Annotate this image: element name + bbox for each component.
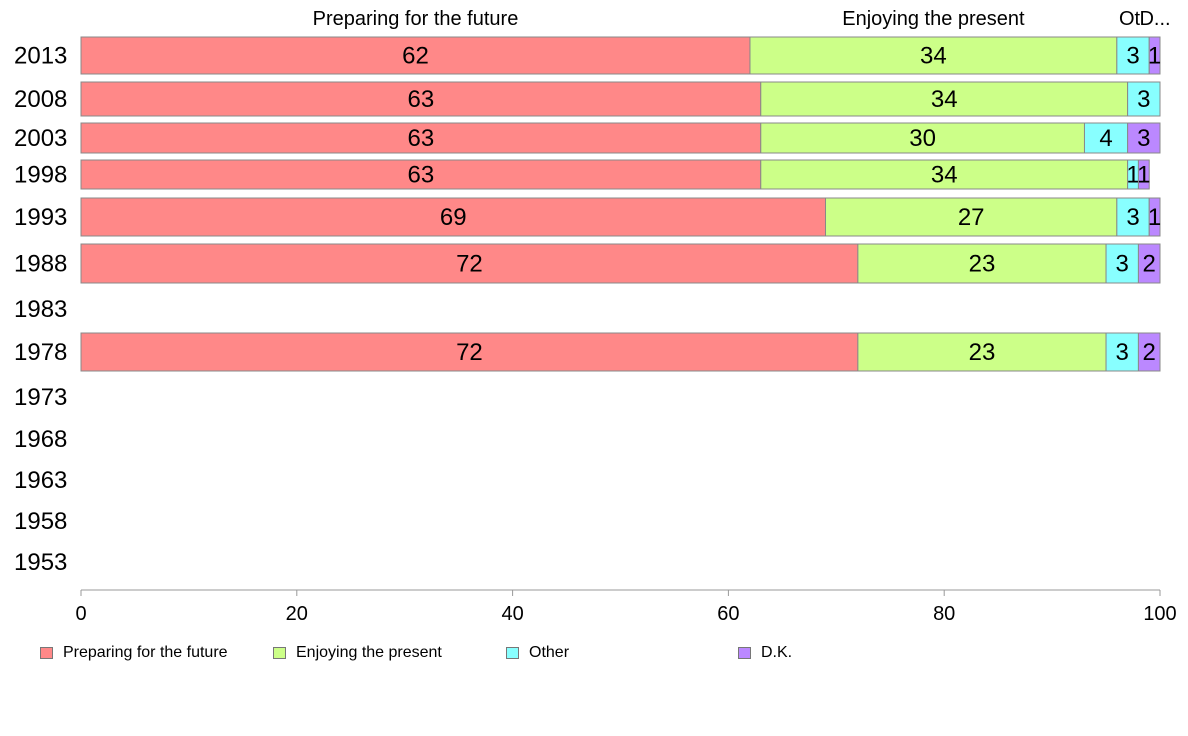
data-label-2013-series-2: 3 bbox=[1126, 43, 1139, 70]
data-label-1993-series-3: 1 bbox=[1148, 204, 1161, 231]
bar-2003-series-0 bbox=[80, 122, 762, 154]
data-label-1988-series-0: 72 bbox=[456, 251, 483, 278]
legend-item-other: Other bbox=[506, 643, 569, 663]
x-tick-label-20: 20 bbox=[286, 603, 308, 625]
year-label-1968: 1968 bbox=[14, 426, 67, 453]
legend-swatch-dk bbox=[738, 647, 751, 659]
column-header-0: Preparing for the future bbox=[313, 8, 519, 30]
bar-1998-series-1 bbox=[760, 159, 1129, 190]
data-label-1978-series-3: 2 bbox=[1143, 339, 1156, 366]
data-label-1988-series-3: 2 bbox=[1143, 251, 1156, 278]
data-label-1998-series-0: 63 bbox=[408, 162, 435, 189]
data-label-1988-series-2: 3 bbox=[1116, 251, 1129, 278]
year-label-1978: 1978 bbox=[14, 339, 67, 366]
year-label-1983: 1983 bbox=[14, 296, 67, 323]
bar-1998-series-0 bbox=[80, 159, 762, 190]
legend-label-enjoying: Enjoying the present bbox=[296, 644, 442, 661]
year-labels: 2013 2008 2003 1998 1993 1988 1983 1978 1973 1968… bbox=[14, 43, 67, 577]
year-label-1958: 1958 bbox=[14, 508, 67, 535]
bar-1978-series-0 bbox=[80, 332, 859, 372]
bar-2003-series-1 bbox=[760, 122, 1085, 154]
legend-swatch-other bbox=[506, 647, 519, 659]
data-label-1978-series-2: 3 bbox=[1116, 339, 1129, 366]
data-label-2003-series-3: 3 bbox=[1137, 125, 1150, 152]
bar-2013-series-2 bbox=[1116, 36, 1150, 75]
legend-swatch-enjoying bbox=[273, 647, 286, 659]
legend-item-preparing: Preparing for the future bbox=[40, 643, 228, 663]
data-label-1993-series-0: 69 bbox=[440, 204, 467, 231]
year-label-2008: 2008 bbox=[14, 86, 67, 113]
column-header-2: Ot bbox=[1119, 8, 1141, 30]
legend-label-dk: D.K. bbox=[761, 644, 793, 661]
legend-item-dk: D.K. bbox=[738, 643, 792, 663]
bar-2008-series-1 bbox=[760, 81, 1129, 117]
bar-1998-series-3 bbox=[1137, 159, 1150, 190]
x-tick-label-80: 80 bbox=[933, 603, 955, 625]
bar-2003-series-2 bbox=[1083, 122, 1129, 154]
legend: Preparing for the future Enjoying the pr… bbox=[40, 643, 1140, 665]
data-label-2003-series-1: 30 bbox=[909, 125, 936, 152]
data-label-2003-series-2: 4 bbox=[1099, 125, 1112, 152]
data-label-2013-series-0: 62 bbox=[402, 43, 429, 70]
bar-1988-series-2 bbox=[1105, 243, 1139, 284]
data-label-2008-series-2: 3 bbox=[1137, 86, 1150, 113]
data-label-2008-series-1: 34 bbox=[931, 86, 958, 113]
data-label-2008-series-0: 63 bbox=[408, 86, 435, 113]
x-tick-label-60: 60 bbox=[717, 603, 739, 625]
data-label-2013-series-3: 1 bbox=[1148, 43, 1161, 70]
data-label-1978-series-1: 23 bbox=[969, 339, 996, 366]
year-label-1993: 1993 bbox=[14, 204, 67, 231]
column-header-3: D... bbox=[1139, 8, 1170, 30]
year-label-2013: 2013 bbox=[14, 43, 67, 70]
bar-1993-series-0 bbox=[80, 197, 827, 237]
bar-1978-series-3 bbox=[1137, 332, 1161, 372]
data-label-1998-series-2: 1 bbox=[1126, 162, 1139, 189]
x-tick-label-100: 100 bbox=[1143, 603, 1176, 625]
data-label-1993-series-1: 27 bbox=[958, 204, 985, 231]
year-label-1973: 1973 bbox=[14, 384, 67, 411]
year-label-1998: 1998 bbox=[14, 162, 67, 189]
column-header-1: Enjoying the present bbox=[842, 8, 1025, 30]
x-tick-label-0: 0 bbox=[75, 603, 86, 625]
bar-1978-series-1 bbox=[857, 332, 1107, 372]
bar-2013-series-1 bbox=[749, 36, 1118, 75]
legend-item-enjoying: Enjoying the present bbox=[273, 643, 442, 663]
bar-2003-series-3 bbox=[1127, 122, 1161, 154]
data-label-2003-series-0: 63 bbox=[408, 125, 435, 152]
legend-swatch-preparing bbox=[40, 647, 53, 659]
data-label-2013-series-1: 34 bbox=[920, 43, 947, 70]
bar-1993-series-3 bbox=[1148, 197, 1161, 237]
column-headers: Preparing for the future Enjoying the pre… bbox=[313, 8, 1171, 30]
bar-1978-series-2 bbox=[1105, 332, 1139, 372]
data-label-1998-series-1: 34 bbox=[931, 162, 958, 189]
bar-1993-series-2 bbox=[1116, 197, 1150, 237]
bar-1988-series-3 bbox=[1137, 243, 1161, 284]
legend-label-preparing: Preparing for the future bbox=[63, 644, 228, 661]
bar-1988-series-1 bbox=[857, 243, 1107, 284]
bar-2013-series-0 bbox=[80, 36, 751, 75]
x-axis: 0 20 40 60 80 100 bbox=[75, 589, 1177, 625]
bar-2008-series-2 bbox=[1127, 81, 1161, 117]
bar-2013-series-3 bbox=[1148, 36, 1161, 75]
data-label-1998-series-3: 1 bbox=[1137, 162, 1150, 189]
data-label-1978-series-0: 72 bbox=[456, 339, 483, 366]
legend-label-other: Other bbox=[529, 644, 570, 661]
year-label-2003: 2003 bbox=[14, 125, 67, 152]
year-label-1963: 1963 bbox=[14, 467, 67, 494]
year-label-1953: 1953 bbox=[14, 549, 67, 576]
data-label-1993-series-2: 3 bbox=[1126, 204, 1139, 231]
year-label-1988: 1988 bbox=[14, 251, 67, 278]
data-label-1988-series-1: 23 bbox=[969, 251, 996, 278]
bar-1993-series-1 bbox=[825, 197, 1118, 237]
x-tick-label-40: 40 bbox=[501, 603, 523, 625]
